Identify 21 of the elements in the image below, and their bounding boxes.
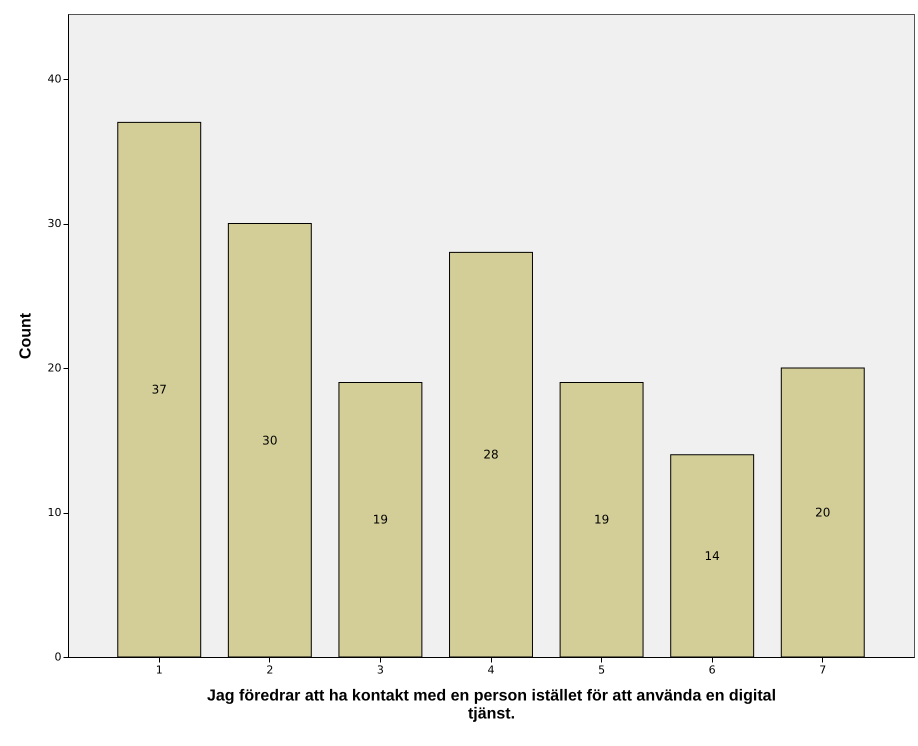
x-tick-label: 6 (708, 664, 716, 676)
x-tick-label: 7 (819, 664, 826, 676)
y-tick-label: 30 (48, 217, 62, 230)
x-tick-label: 5 (598, 664, 606, 676)
x-tick-label: 3 (376, 664, 384, 676)
data-label: 30 (262, 433, 278, 448)
y-tick-label: 20 (48, 362, 62, 375)
data-label: 19 (372, 512, 388, 527)
data-label: 20 (815, 506, 830, 520)
y-tick-label: 0 (54, 650, 62, 664)
data-label: 37 (152, 382, 167, 397)
x-axis-title: Jag föredrar att ha kontakt med en person istället för att använda en digital tjänst. (206, 688, 776, 722)
data-label: 19 (594, 512, 610, 527)
x-tick-label: 1 (156, 664, 163, 676)
data-label: 14 (704, 548, 720, 563)
y-tick-label: 40 (48, 72, 62, 86)
data-label: 28 (483, 448, 499, 462)
x-tick-label: 4 (488, 664, 494, 676)
y-tick-label: 10 (48, 506, 62, 520)
x-tick-label: 2 (266, 664, 274, 676)
y-axis-title: Count (18, 312, 35, 360)
